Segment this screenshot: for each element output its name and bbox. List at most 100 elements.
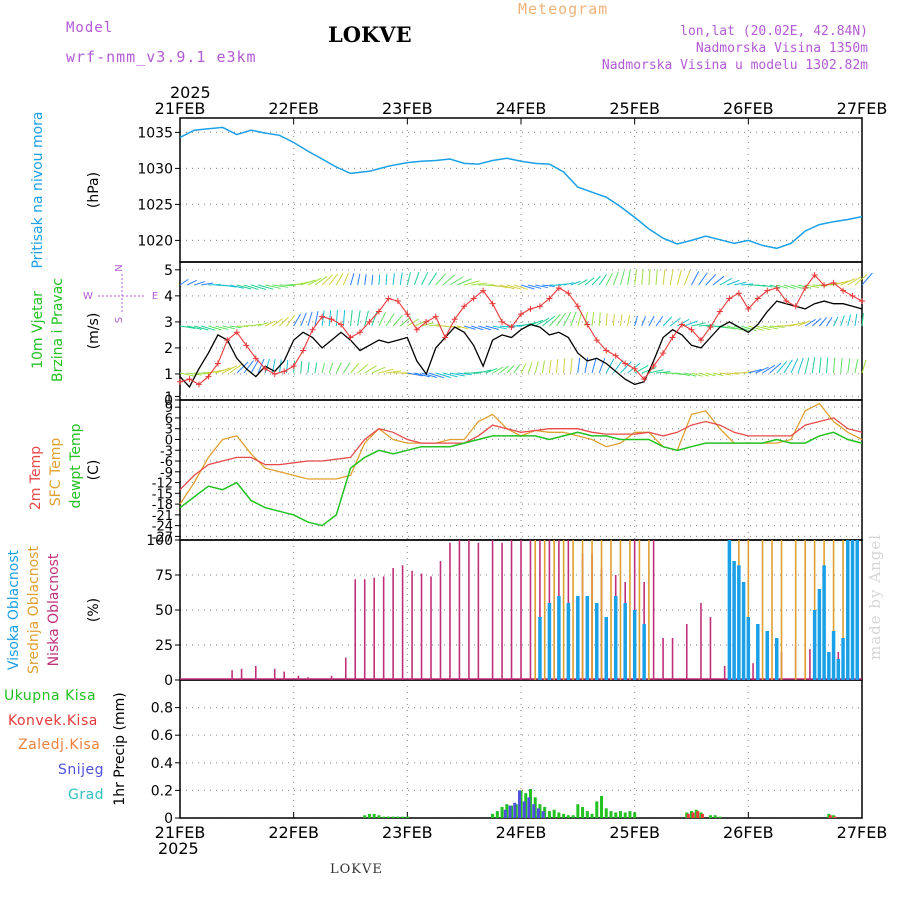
wind-arrow [314, 275, 328, 286]
wind-arrow [229, 363, 243, 374]
wind-arrow [485, 325, 499, 330]
wind-arrow [236, 325, 249, 328]
dewpt-line [179, 431, 863, 527]
wind-arrow [250, 284, 267, 290]
wind-arrow [350, 310, 353, 327]
wind-speed-marker [186, 376, 193, 383]
wind-arrow [840, 278, 856, 286]
wind-panel-label-2: Brzina i Pravac [50, 278, 66, 382]
wind-arrow [591, 275, 601, 286]
y-tick-label: 9 [165, 401, 173, 416]
wind-arrow [619, 270, 625, 286]
precip-bar [372, 813, 376, 818]
wind-arrow [364, 274, 367, 286]
wind-arrow [854, 359, 859, 374]
model-label: Model [66, 20, 114, 36]
precip-bar [595, 801, 599, 818]
wind-arrow [542, 315, 556, 327]
wind-speed-marker [518, 311, 524, 318]
precip-bar [503, 809, 507, 818]
wind-arrow [534, 361, 539, 374]
wind-arrow [556, 359, 559, 374]
wind-arrow [684, 320, 698, 327]
wind-arrow [179, 278, 189, 286]
wind-arrow [236, 284, 252, 290]
wind-arrow [535, 284, 549, 289]
wind-speed-marker [622, 360, 629, 367]
precip-bar [600, 795, 604, 818]
wind-arrow [790, 284, 804, 290]
wind-speed-marker [442, 334, 449, 341]
wind-arrow [342, 272, 349, 286]
wind-arrow [591, 312, 595, 327]
wind-arrow [286, 359, 289, 374]
wind-arrow [194, 281, 206, 286]
precip-bar [562, 813, 566, 818]
wind-arrow [563, 358, 566, 374]
y-axis-label: (hPa) [86, 172, 102, 208]
temp-2m-line [179, 417, 863, 491]
wind-arrow [357, 273, 361, 286]
x-tick-label-bottom: 24FEB [496, 823, 547, 842]
wind-speed-marker [177, 378, 183, 385]
wind-arrow [669, 269, 674, 286]
precip-bar [391, 816, 395, 818]
wind-arrow [272, 318, 283, 327]
panel-frame [179, 261, 863, 401]
y-axis-label: (C) [86, 460, 102, 481]
wind-arrow [840, 315, 845, 327]
wind-arrow [357, 363, 369, 374]
wind-arrow [179, 325, 196, 329]
wind-arrow [250, 359, 260, 374]
dewpt-label: dewpt Temp [68, 423, 84, 508]
wind-arrow [541, 360, 546, 374]
y-tick-label: -15 [152, 487, 173, 502]
precip-bar [581, 806, 585, 818]
wind-arrow [378, 274, 381, 286]
wind-speed-marker [536, 303, 543, 310]
wind-speed-marker [319, 313, 326, 320]
footer-station: LOKVE [330, 862, 383, 877]
wind-arrow [229, 325, 242, 329]
product-title: Meteogram [518, 0, 609, 18]
wind-arrow [826, 316, 833, 327]
precip-bar [691, 812, 695, 818]
wind-speed-marker [394, 298, 401, 305]
wind-speed-marker [679, 321, 686, 328]
wind-arrow [676, 269, 682, 286]
coords-text: lon,lat (20.02E, 42.84N) [680, 24, 868, 39]
wind-arrow [584, 277, 595, 286]
wind-arrow [471, 282, 488, 286]
wind-arrow [328, 310, 332, 327]
wind-arrow [762, 284, 773, 288]
wind-speed-marker [243, 342, 250, 349]
wind-arrow [392, 273, 395, 286]
wind-speed-marker [735, 290, 742, 297]
precip-bar [686, 813, 690, 818]
wind-arrow [421, 372, 438, 378]
wind-arrow [598, 357, 606, 374]
wind-arrow [719, 372, 732, 376]
station-title: LOKVE [328, 22, 412, 47]
wind-arrow [762, 364, 776, 374]
wind-arrow [371, 274, 374, 286]
wind-arrow [464, 325, 476, 330]
wind-arrow [435, 273, 447, 286]
wind-speed-marker [707, 324, 714, 331]
x-tick-label-bottom: 25FEB [609, 823, 660, 842]
wind-arrow [307, 311, 313, 327]
precip-legend-5: Grad [68, 787, 104, 803]
panel-frame [179, 399, 863, 541]
wind-arrow [442, 274, 455, 286]
wind-arrow [755, 284, 766, 287]
elevation-text: Nadmorska Visina 1350m [695, 41, 868, 56]
wind-speed-marker [792, 303, 799, 310]
wind-arrow [570, 311, 577, 327]
wind-arrow [399, 272, 403, 286]
wind-arrow [229, 284, 244, 289]
wind-arrow [570, 358, 573, 374]
wind-arrow [328, 273, 339, 286]
pressure-panel-label: Pritisak na nivou mora [30, 111, 46, 268]
wind-arrow [804, 318, 816, 327]
wind-speed-marker [252, 355, 259, 362]
